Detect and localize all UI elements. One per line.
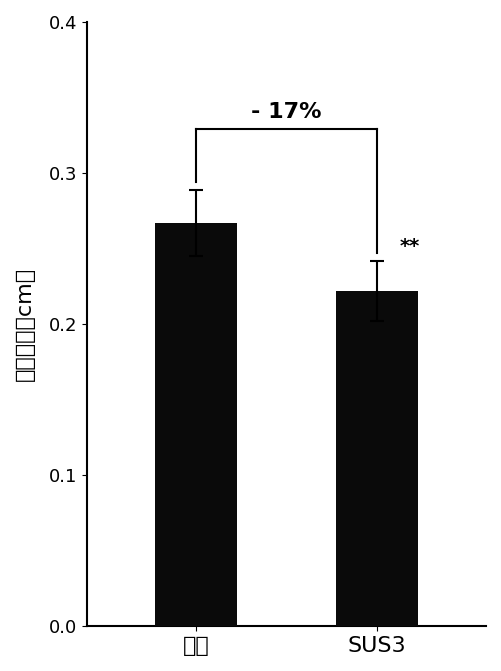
Y-axis label: 病斑长度（cm）: 病斑长度（cm） [15,267,35,381]
Bar [155,223,236,626]
Text: **: ** [400,237,420,256]
Text: - 17%: - 17% [252,102,322,121]
Bar [336,291,418,626]
